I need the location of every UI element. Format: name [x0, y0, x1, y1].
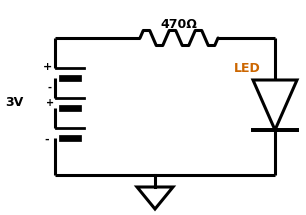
Text: -: - [45, 135, 49, 145]
Text: +: + [42, 62, 52, 72]
Text: 3V: 3V [5, 97, 23, 109]
Text: 470Ω: 470Ω [161, 17, 197, 31]
Text: LED: LED [233, 62, 260, 75]
Text: +: + [46, 98, 54, 108]
Text: -: - [48, 83, 52, 93]
